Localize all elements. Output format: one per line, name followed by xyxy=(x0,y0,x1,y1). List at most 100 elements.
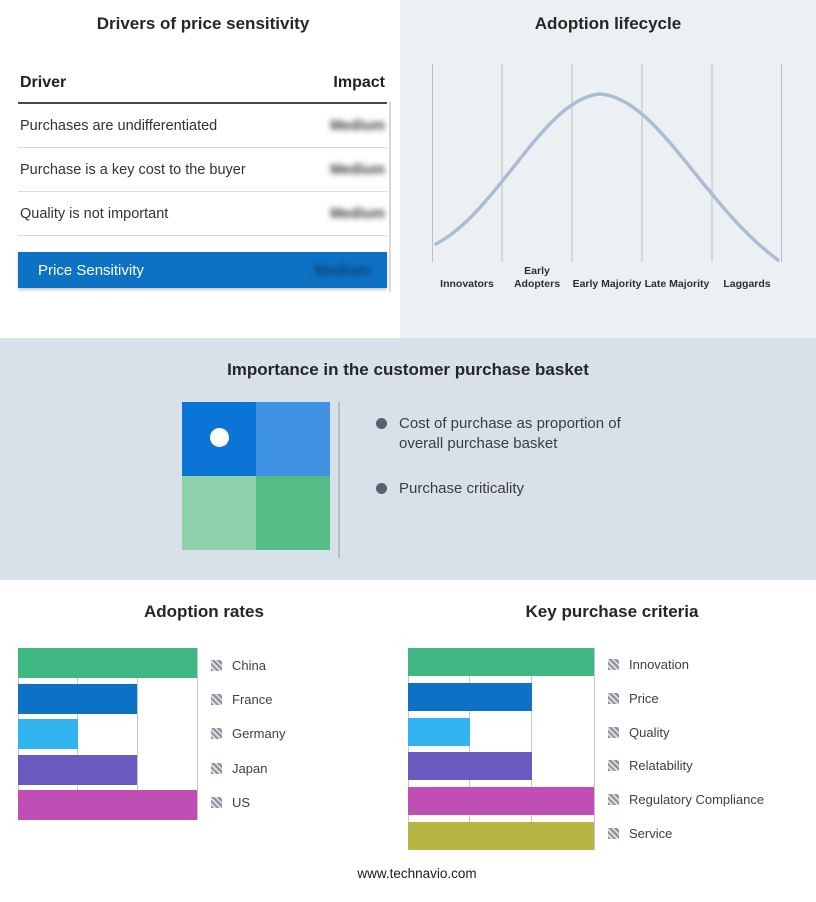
stage-label: Laggards xyxy=(723,277,771,290)
bar-row xyxy=(18,754,197,785)
bar-row xyxy=(18,719,197,749)
legend-item: Relatability xyxy=(608,758,794,773)
gridline xyxy=(136,648,138,820)
adoption-rates-title: Adoption rates xyxy=(144,602,264,621)
drivers-title: Drivers of price sensitivity xyxy=(96,14,310,33)
legend-item: Germany xyxy=(211,726,390,741)
divider-line xyxy=(338,402,340,558)
lifecycle-chart: Innovators Early Adopters Early Majority… xyxy=(432,64,784,290)
bar-regulatory-compliance xyxy=(408,787,594,816)
table-row: Quality is not important Medium xyxy=(18,192,387,236)
stage-label: Early Majority xyxy=(572,277,642,290)
bullet-text: Cost of purchase as proportion of overal… xyxy=(399,415,621,453)
bar-price xyxy=(408,682,532,711)
bar-innovation xyxy=(408,648,594,676)
quadrant-bottom-left xyxy=(182,476,256,550)
bullet-item: Cost of purchase as proportion of overal… xyxy=(376,414,638,455)
price-sensitivity-row: Price Sensitivity Medium xyxy=(18,252,387,288)
driver-label: Quality is not important xyxy=(20,205,169,222)
gridline xyxy=(531,648,533,850)
table-header: Driver Impact xyxy=(18,74,387,104)
lifecycle-curve-svg xyxy=(432,64,782,262)
legend-marker-icon xyxy=(608,760,619,772)
legend-label: Innovation xyxy=(629,657,689,673)
impact-value: Medium xyxy=(330,205,385,222)
bar-france xyxy=(18,683,138,714)
driver-label: Purchase is a key cost to the buyer xyxy=(20,161,246,178)
bar-us xyxy=(18,790,197,820)
quadrant-top-right xyxy=(256,402,330,476)
bar-row xyxy=(18,683,197,714)
legend-marker-icon xyxy=(608,726,619,738)
legend-item: Service xyxy=(608,826,794,841)
legend-marker-icon xyxy=(608,692,619,704)
key-purchase-criteria-legend: Innovation Price Quality Relatability Regula… xyxy=(608,648,794,850)
position-dot-icon xyxy=(210,428,229,447)
bar-japan xyxy=(18,754,138,785)
chart-row: Innovation Price Quality Relatability Regula… xyxy=(407,648,816,850)
gridline xyxy=(196,648,198,820)
bar-row xyxy=(18,790,197,820)
impact-value: Medium xyxy=(330,117,385,134)
legend-marker-icon xyxy=(608,659,619,671)
legend-label: Germany xyxy=(232,726,286,742)
key-purchase-criteria-title: Key purchase criteria xyxy=(525,602,699,621)
top-section: Drivers of price sensitivity Driver Impa… xyxy=(0,0,816,338)
bar-row xyxy=(408,648,594,676)
legend-label: Price xyxy=(629,690,659,706)
bottom-section: Adoption rates China France Germany Japan US… xyxy=(0,580,816,881)
table-row: Purchase is a key cost to the buyer Medi… xyxy=(18,148,387,192)
legend-label: Quality xyxy=(629,724,670,740)
lifecycle-title: Adoption lifecycle xyxy=(534,14,682,33)
adoption-rates-legend: China France Germany Japan US xyxy=(211,648,390,820)
basket-body: Cost of purchase as proportion of overal… xyxy=(0,402,816,558)
bar-row xyxy=(408,752,594,781)
bullet-icon xyxy=(376,482,387,494)
lifecycle-section: Adoption lifecycle Innovators Early Adop… xyxy=(400,0,816,338)
bar-row xyxy=(408,717,594,746)
gridline xyxy=(469,648,471,850)
legend-marker-icon xyxy=(211,659,222,671)
legend-marker-icon xyxy=(608,827,619,839)
bar-row xyxy=(408,821,594,850)
legend-item: China xyxy=(211,658,390,673)
footer-url: www.technavio.com xyxy=(357,866,477,881)
stage-label: Late Majority xyxy=(644,277,710,290)
basket-bullets: Cost of purchase as proportion of overal… xyxy=(376,414,638,558)
legend-label: Service xyxy=(629,825,673,841)
quadrant-matrix xyxy=(182,402,330,550)
bar-row xyxy=(408,682,594,711)
bar-row xyxy=(408,787,594,816)
basket-title: Importance in the customer purchase bask… xyxy=(227,360,589,379)
bar-relatability xyxy=(408,752,532,781)
purchase-basket-section: Importance in the customer purchase bask… xyxy=(0,338,816,580)
bullet-item: Purchase criticality xyxy=(376,479,638,499)
legend-item: Japan xyxy=(211,761,390,776)
bar-quality xyxy=(408,717,470,746)
table-edge-line xyxy=(389,102,391,292)
gridline xyxy=(407,648,409,850)
key-purchase-criteria-plot xyxy=(407,648,595,850)
price-sensitivity-label: Price Sensitivity xyxy=(38,261,144,279)
gridline xyxy=(77,648,79,820)
quadrant-bottom-right xyxy=(256,476,330,550)
bar-row xyxy=(18,648,197,678)
legend-label: US xyxy=(232,795,251,811)
bar-china xyxy=(18,648,197,678)
bullet-icon xyxy=(376,418,387,429)
legend-marker-icon xyxy=(211,797,222,809)
stage-label: Innovators xyxy=(440,277,494,290)
impact-value: Medium xyxy=(314,261,371,279)
driver-label: Purchases are undifferentiated xyxy=(20,117,218,134)
legend-marker-icon xyxy=(211,728,222,740)
adoption-rates-plot xyxy=(17,648,198,820)
chart-row: China France Germany Japan US xyxy=(17,648,390,820)
impact-value: Medium xyxy=(330,161,385,178)
table-row: Purchases are undifferentiated Medium xyxy=(18,104,387,148)
legend-marker-icon xyxy=(608,793,619,805)
bullet-text: Purchase criticality xyxy=(399,479,525,497)
legend-item: Price xyxy=(608,691,794,706)
legend-item: France xyxy=(211,692,390,707)
key-purchase-criteria-chart: Key purchase criteria Innovation Price Qua… xyxy=(407,602,816,850)
